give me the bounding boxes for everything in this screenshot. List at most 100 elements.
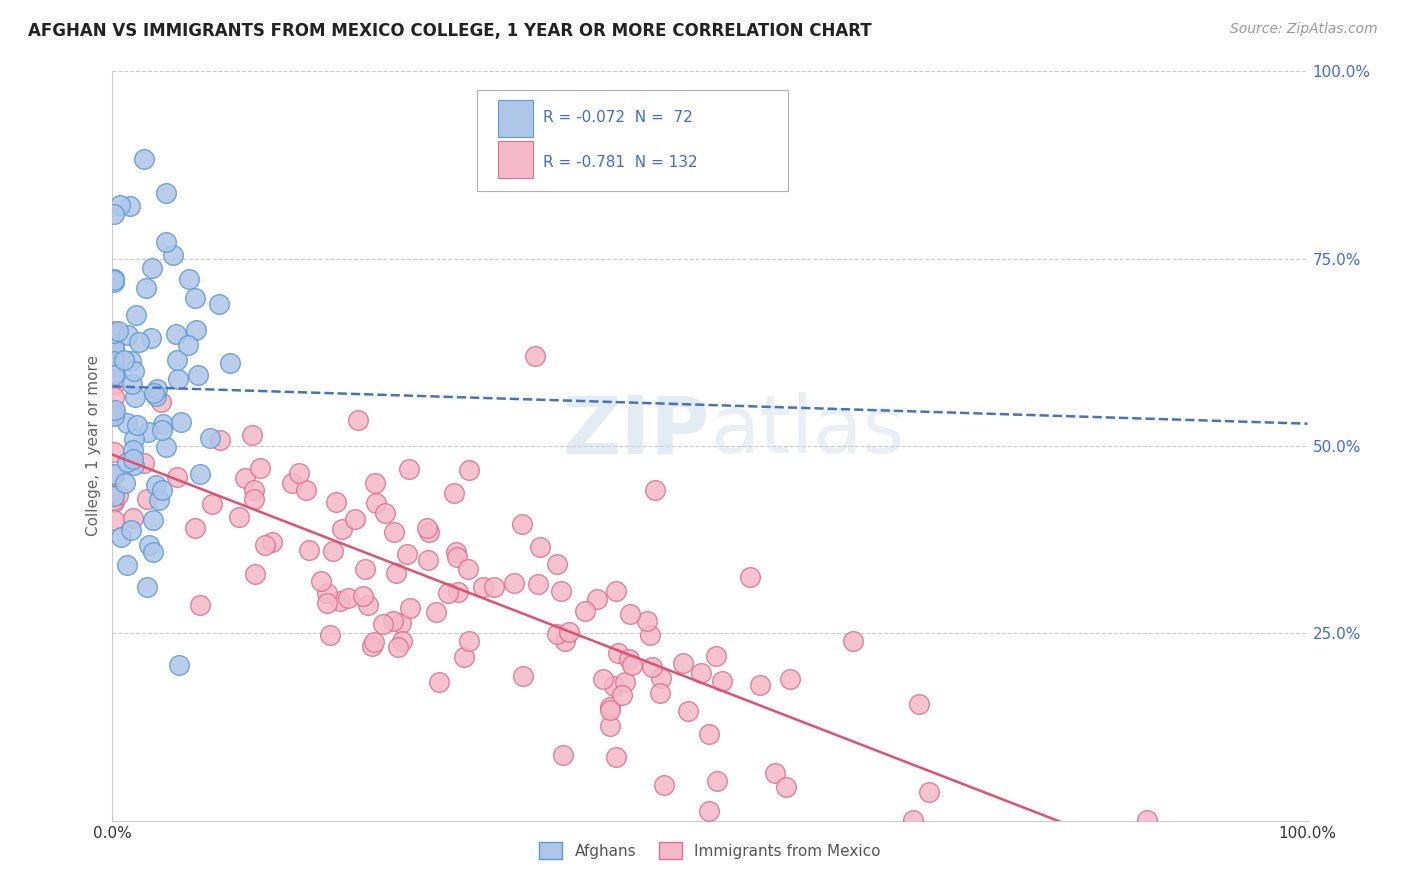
Point [165, 326, 187, 341]
Point [482, 580, 505, 594]
Point [136, 425, 159, 440]
Point [457, 463, 479, 477]
Point [103, 357, 125, 371]
Point [135, 281, 157, 295]
Point [103, 409, 125, 423]
Point [329, 594, 352, 608]
Point [208, 297, 231, 311]
Point [121, 443, 143, 458]
Point [644, 483, 666, 498]
Text: ZIP: ZIP [562, 392, 710, 470]
Point [1136, 813, 1159, 827]
Point [103, 390, 125, 404]
Point [446, 550, 468, 565]
Point [446, 545, 468, 559]
Point [122, 432, 145, 446]
Point [228, 509, 250, 524]
Point [427, 675, 450, 690]
Point [117, 327, 139, 342]
Point [155, 186, 177, 201]
Point [145, 389, 167, 403]
Point [115, 417, 138, 431]
Point [107, 488, 129, 502]
Point [551, 748, 574, 763]
Point [167, 372, 190, 386]
Point [260, 534, 283, 549]
Point [253, 538, 276, 552]
Point [115, 558, 138, 573]
Point [208, 433, 231, 447]
Point [103, 495, 125, 509]
Point [337, 591, 360, 605]
Point [391, 615, 413, 630]
Point [775, 780, 797, 794]
Point [146, 382, 169, 396]
Point [155, 235, 177, 250]
Point [523, 349, 546, 363]
Text: R = -0.072  N =  72: R = -0.072 N = 72 [543, 110, 693, 125]
Point [648, 686, 671, 700]
Point [425, 605, 447, 619]
Point [620, 658, 643, 673]
Point [374, 506, 396, 520]
Point [672, 656, 695, 670]
Point [399, 600, 422, 615]
Point [150, 424, 173, 438]
Point [103, 276, 125, 290]
Point [287, 466, 309, 480]
Point [706, 774, 728, 789]
Point [382, 525, 405, 540]
Point [103, 368, 125, 383]
Point [903, 813, 925, 827]
Text: Source: ZipAtlas.com: Source: ZipAtlas.com [1230, 22, 1378, 37]
Point [152, 417, 174, 431]
Point [103, 324, 125, 338]
Point [120, 354, 142, 368]
Point [550, 583, 572, 598]
Point [371, 616, 394, 631]
Point [457, 562, 479, 576]
Legend: Afghans, Immigrants from Mexico: Afghans, Immigrants from Mexico [533, 836, 887, 865]
Point [443, 485, 465, 500]
Point [103, 493, 125, 508]
Point [447, 585, 470, 599]
Point [122, 452, 145, 467]
Point [103, 207, 125, 221]
Point [200, 431, 222, 445]
Point [458, 634, 481, 648]
Point [120, 523, 142, 537]
Point [103, 406, 125, 420]
Point [437, 586, 460, 600]
Point [364, 495, 387, 509]
Point [918, 785, 941, 799]
Point [599, 703, 621, 717]
Point [155, 440, 177, 454]
Point [361, 639, 384, 653]
Point [145, 477, 167, 491]
Point [711, 673, 734, 688]
Point [122, 363, 145, 377]
Point [295, 483, 318, 498]
Point [387, 640, 409, 654]
Point [510, 516, 533, 531]
Point [114, 475, 136, 490]
Point [190, 598, 212, 612]
Point [103, 467, 125, 482]
Point [603, 679, 626, 693]
Point [177, 272, 200, 286]
Point [142, 544, 165, 558]
Point [650, 671, 672, 685]
Point [243, 483, 266, 497]
Point [605, 583, 627, 598]
Point [641, 660, 664, 674]
Point [103, 273, 125, 287]
Point [908, 697, 931, 711]
Point [353, 562, 375, 576]
Point [103, 408, 125, 422]
Point [357, 598, 380, 612]
Point [453, 650, 475, 665]
Point [298, 543, 321, 558]
Point [104, 402, 127, 417]
Point [614, 674, 637, 689]
Point [142, 513, 165, 527]
